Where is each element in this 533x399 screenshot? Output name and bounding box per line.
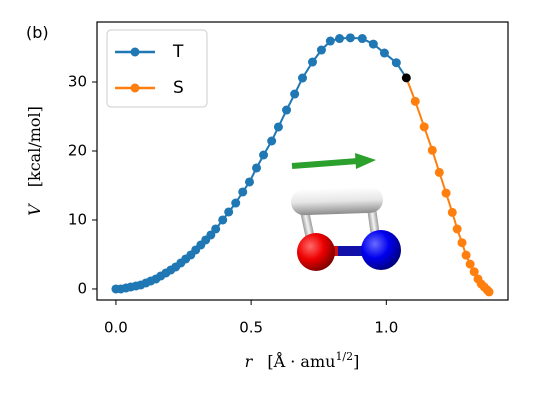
arrow-shaft — [291, 158, 359, 169]
data-point — [465, 259, 475, 269]
data-point — [218, 215, 228, 225]
data-point — [410, 96, 420, 106]
y-tick-label: 30 — [68, 73, 87, 91]
data-point — [441, 188, 451, 198]
axes-frame — [96, 21, 509, 301]
data-point — [224, 207, 234, 217]
x-axis-symbol: r — [245, 352, 254, 371]
data-point — [211, 224, 221, 234]
y-axis-label: V [kcal/mol] — [25, 106, 44, 216]
y-tick-label: 0 — [77, 279, 87, 297]
data-point — [245, 177, 255, 187]
data-point — [419, 122, 429, 132]
data-point — [290, 89, 300, 99]
data-point — [316, 45, 326, 55]
data-point — [379, 48, 389, 58]
nitrogen-atom — [361, 230, 401, 270]
x-axis-unit: [Å · amu — [267, 351, 335, 371]
data-point — [206, 230, 216, 240]
data-point — [267, 136, 277, 146]
legend-marker — [130, 47, 140, 57]
x-tick-label: 1.0 — [374, 319, 398, 337]
data-point — [335, 34, 345, 44]
legend-label: T — [172, 42, 184, 62]
data-point — [447, 207, 457, 217]
oxygen-atom — [297, 233, 335, 271]
x-tick-label: 0.5 — [239, 319, 263, 337]
bond-stick — [366, 205, 381, 239]
data-point — [368, 39, 378, 49]
data-point — [282, 105, 292, 115]
x-tick-label: 0.0 — [104, 319, 128, 337]
y-tick-label: 10 — [68, 210, 87, 228]
x-axis-exponent: 1/2 — [335, 350, 353, 363]
bond-stick — [299, 209, 316, 241]
data-point — [457, 238, 467, 248]
y-axis-unit: [kcal/mol] — [25, 106, 44, 187]
legend-marker — [130, 83, 140, 93]
data-point — [345, 33, 355, 43]
data-point — [427, 145, 437, 155]
data-point — [434, 167, 444, 177]
data-point — [391, 58, 401, 68]
x-axis-unit-end: ] — [353, 352, 359, 371]
data-point — [252, 163, 262, 173]
molecule-illustration — [291, 153, 401, 271]
data-point — [273, 122, 283, 132]
junction-point — [401, 73, 411, 83]
data-point — [238, 187, 248, 197]
legend-box — [106, 29, 208, 108]
data-point — [452, 224, 462, 234]
data-point — [325, 36, 335, 46]
data-point — [469, 267, 479, 277]
y-tick-label: 20 — [68, 141, 87, 159]
plot-area: 0.0 0.5 1.0 0 10 20 30 TS — [68, 21, 509, 337]
data-point — [259, 150, 269, 160]
data-point — [357, 34, 367, 44]
legend-label: S — [173, 78, 184, 98]
data-point — [461, 250, 471, 260]
y-axis-symbol: V — [25, 203, 44, 216]
bond-stick — [338, 246, 380, 256]
arrow-head — [355, 153, 376, 169]
data-point — [484, 287, 494, 297]
data-point — [308, 57, 318, 67]
data-point — [231, 198, 241, 208]
h2-cylinder — [291, 186, 383, 216]
data-point — [298, 73, 307, 83]
panel-label: (b) — [26, 23, 49, 42]
x-axis-label: r [Å · amu1/2] — [245, 350, 360, 371]
